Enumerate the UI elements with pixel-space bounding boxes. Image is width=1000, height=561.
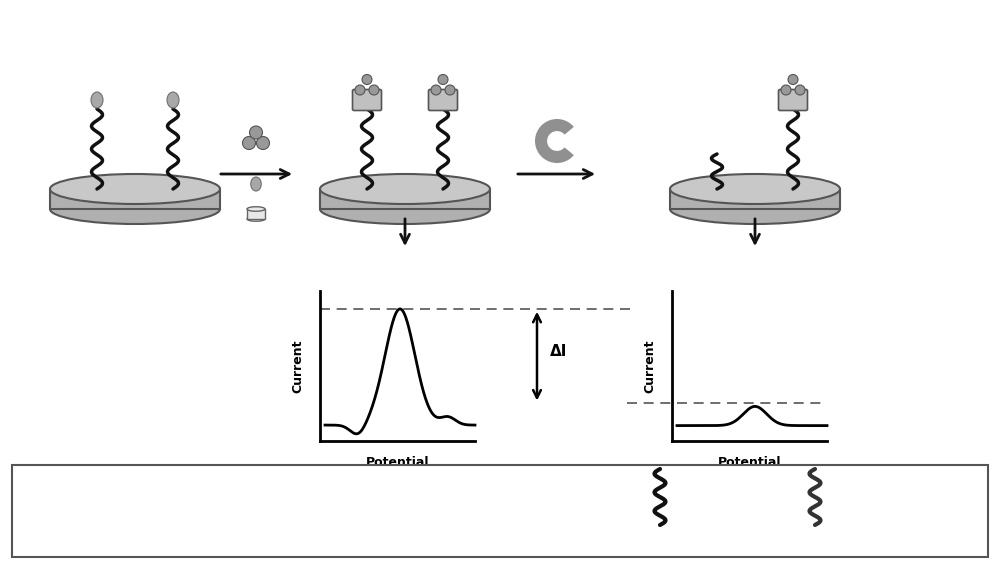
Ellipse shape: [243, 136, 256, 149]
Text: Potential: Potential: [366, 457, 429, 470]
Text: Current: Current: [644, 339, 656, 393]
Text: Current: Current: [292, 339, 304, 393]
Ellipse shape: [369, 85, 379, 95]
Polygon shape: [50, 189, 220, 209]
Text: Lysine: Lysine: [186, 532, 224, 545]
FancyBboxPatch shape: [352, 90, 382, 111]
Text: CB[8]: CB[8]: [54, 532, 90, 545]
FancyBboxPatch shape: [778, 90, 807, 111]
FancyBboxPatch shape: [428, 90, 458, 111]
Wedge shape: [535, 119, 574, 163]
Ellipse shape: [431, 85, 441, 95]
Text: ΔI: ΔI: [550, 344, 568, 358]
Ellipse shape: [194, 480, 216, 510]
Ellipse shape: [491, 493, 504, 505]
Ellipse shape: [247, 207, 265, 211]
Ellipse shape: [167, 92, 179, 108]
Ellipse shape: [355, 85, 365, 95]
Text: Peptide 1: Peptide 1: [631, 532, 689, 545]
Ellipse shape: [320, 174, 490, 204]
Ellipse shape: [251, 177, 261, 191]
Ellipse shape: [498, 482, 512, 495]
Polygon shape: [12, 465, 988, 557]
Ellipse shape: [250, 126, 262, 139]
Ellipse shape: [61, 484, 83, 491]
Polygon shape: [247, 209, 265, 219]
Text: Potential: Potential: [718, 457, 781, 470]
Ellipse shape: [320, 194, 490, 224]
Wedge shape: [335, 475, 370, 515]
Ellipse shape: [788, 75, 798, 85]
Ellipse shape: [50, 194, 220, 224]
Ellipse shape: [795, 85, 805, 95]
Ellipse shape: [256, 136, 270, 149]
Polygon shape: [670, 189, 840, 209]
Text: AuNPs: AuNPs: [485, 532, 525, 545]
Text: MMP-2: MMP-2: [334, 532, 376, 545]
Ellipse shape: [506, 493, 518, 505]
Polygon shape: [61, 488, 83, 503]
Polygon shape: [320, 189, 490, 209]
Ellipse shape: [61, 499, 83, 506]
Ellipse shape: [362, 75, 372, 85]
Text: Peptide 2: Peptide 2: [786, 532, 844, 545]
Ellipse shape: [781, 85, 791, 95]
Ellipse shape: [247, 217, 265, 221]
Ellipse shape: [670, 174, 840, 204]
Ellipse shape: [445, 85, 455, 95]
Ellipse shape: [438, 75, 448, 85]
Ellipse shape: [91, 92, 103, 108]
Ellipse shape: [50, 174, 220, 204]
Ellipse shape: [670, 194, 840, 224]
